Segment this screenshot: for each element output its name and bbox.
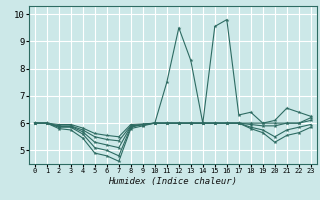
X-axis label: Humidex (Indice chaleur): Humidex (Indice chaleur) (108, 177, 237, 186)
